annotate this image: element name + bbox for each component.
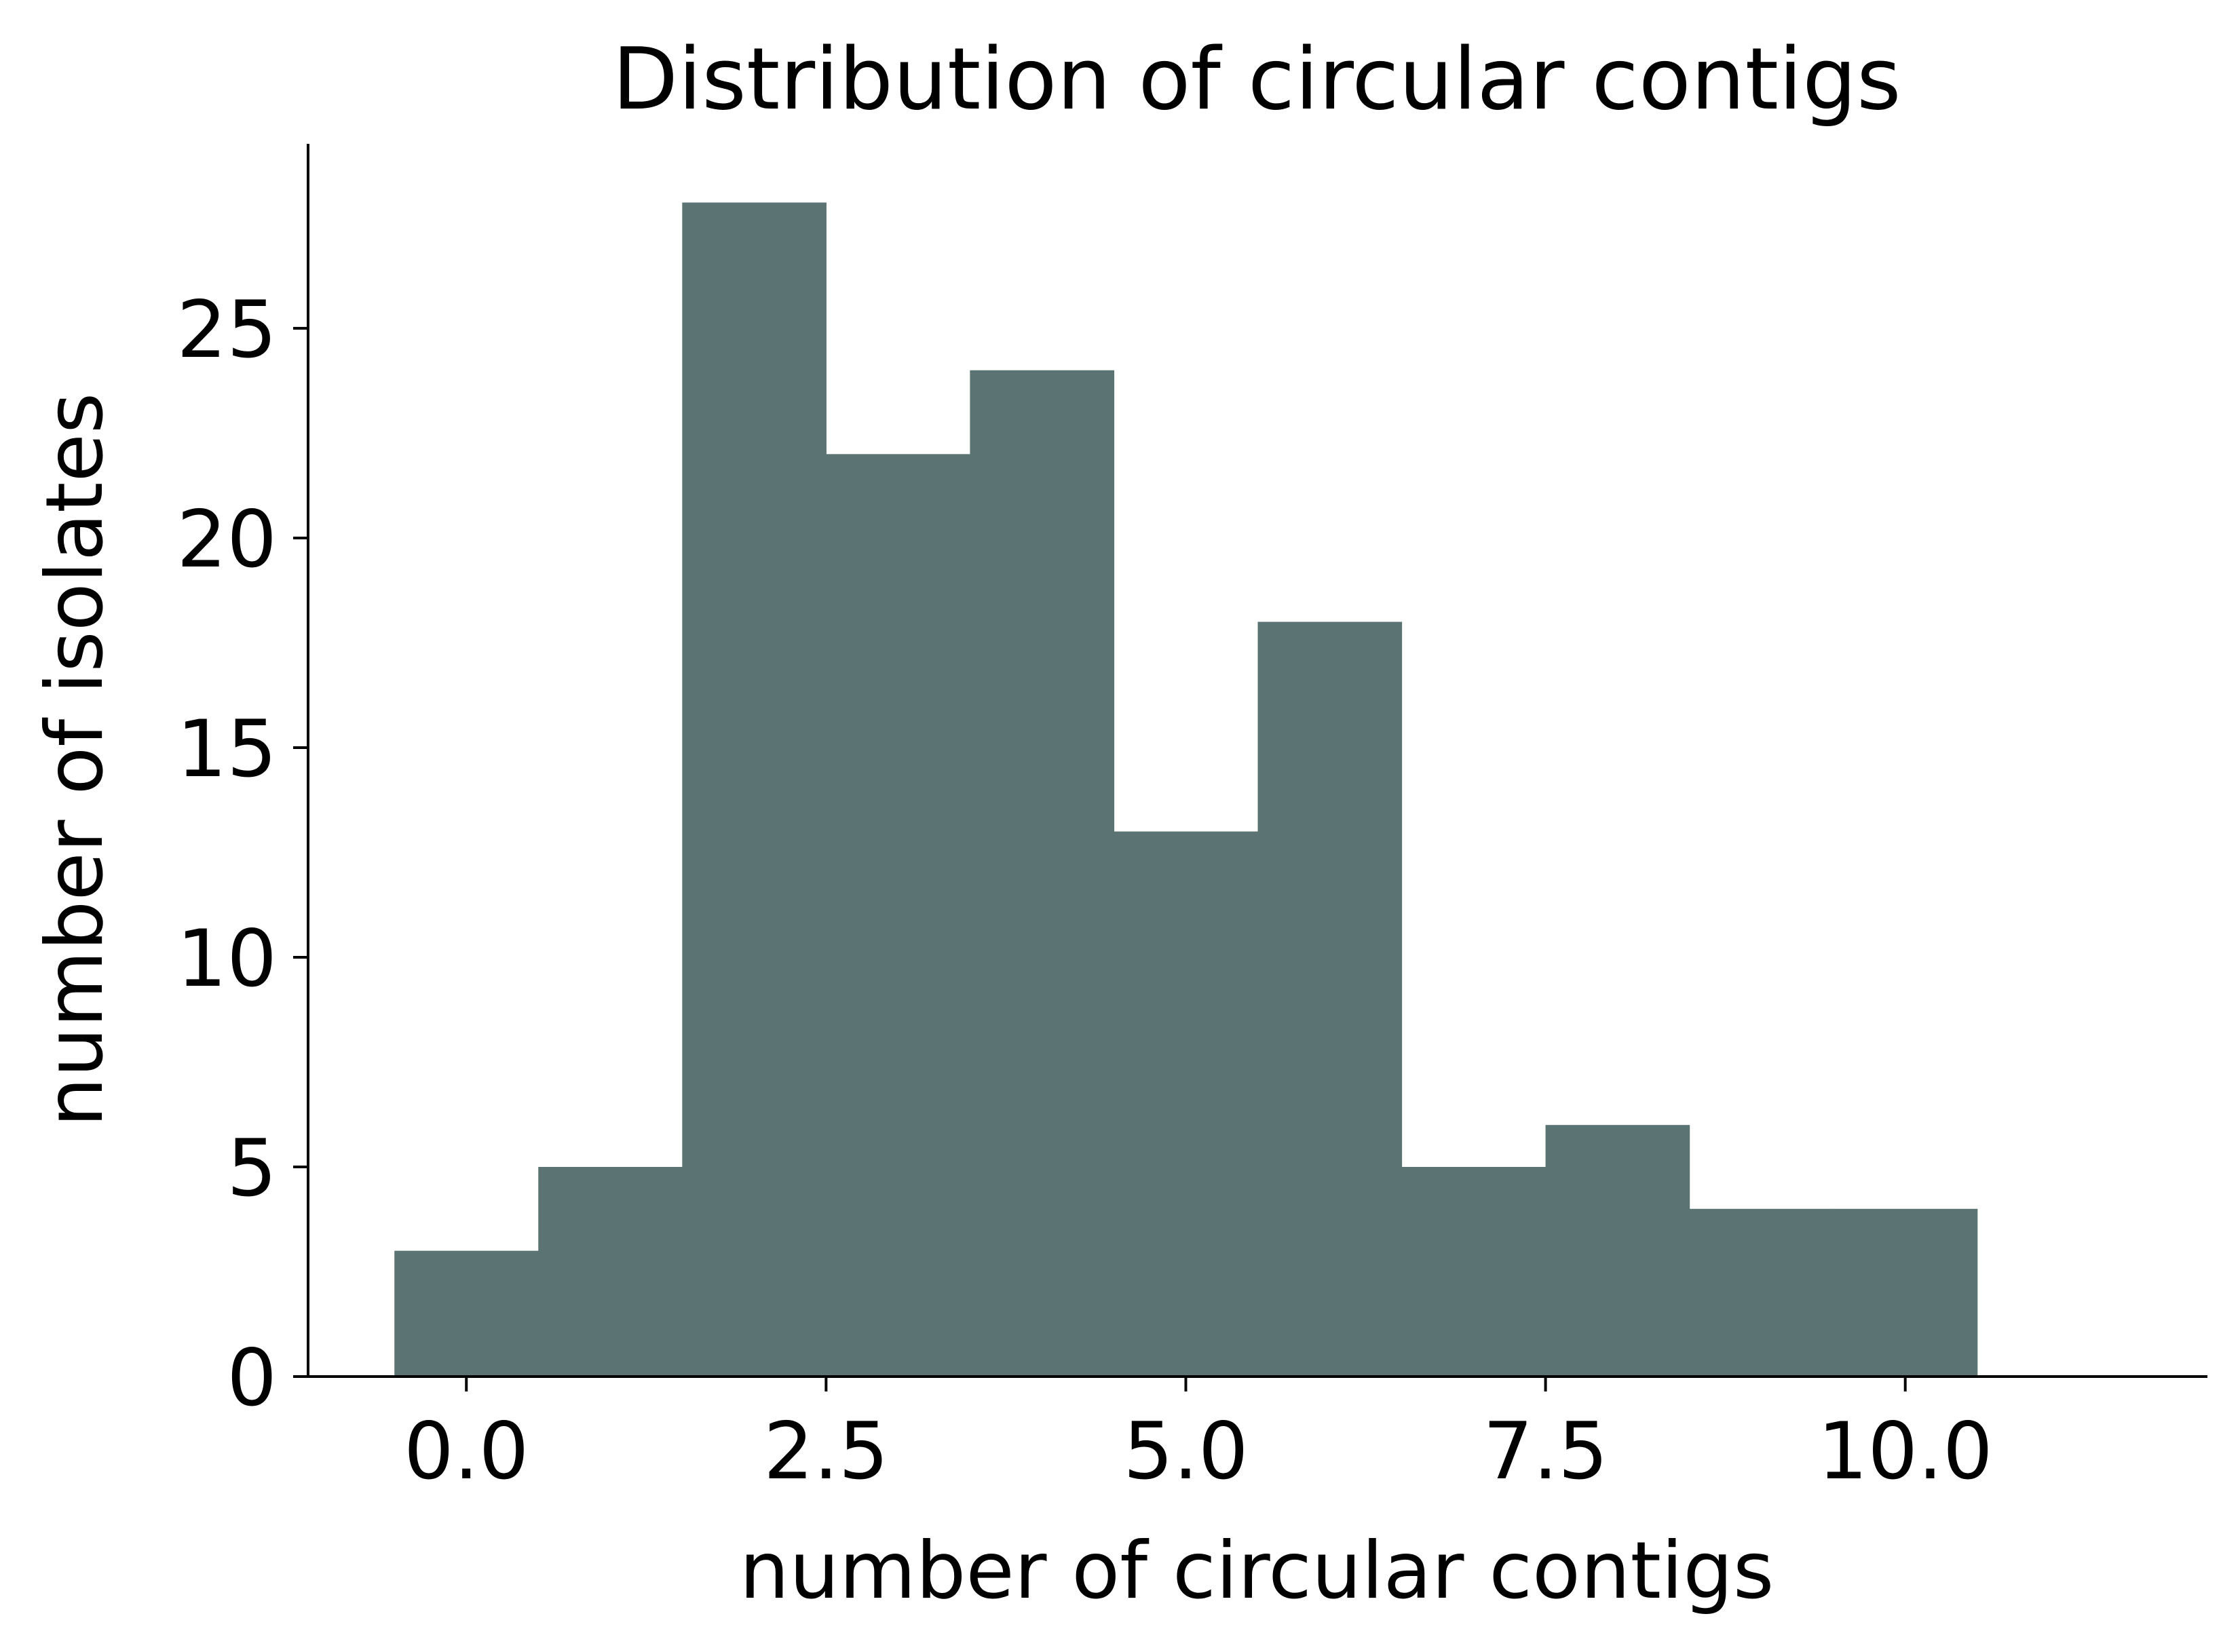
y-ticks-layer: 0 5 10 15 20 25 [176, 284, 308, 1424]
y-tick-label: 25 [176, 284, 277, 376]
histogram-bar [826, 454, 971, 1377]
y-axis-title: number of isolates [29, 393, 121, 1128]
histogram-bar [1257, 621, 1403, 1377]
x-tick-label: 5.0 [1123, 1406, 1248, 1497]
x-tick-label: 7.5 [1483, 1406, 1608, 1497]
histogram-bar [1401, 1166, 1546, 1377]
bars-layer [394, 202, 1978, 1377]
axes-layer [307, 144, 2207, 1378]
histogram-bar [1833, 1208, 1978, 1377]
histogram-bar [1114, 831, 1259, 1377]
y-tick-label: 0 [227, 1332, 277, 1424]
histogram-bar [682, 202, 827, 1377]
x-tick-label: 10.0 [1818, 1406, 1993, 1497]
histogram-bar [538, 1166, 683, 1377]
histogram-bar [1545, 1125, 1690, 1377]
x-ticks-layer: 0.0 2.5 5.0 7.5 10.0 [404, 1377, 1993, 1497]
y-tick-label: 15 [176, 704, 277, 795]
x-tick-label: 2.5 [763, 1406, 888, 1497]
y-tick-label: 20 [176, 494, 277, 585]
y-tick-label: 5 [227, 1123, 277, 1214]
histogram-bar [1689, 1208, 1834, 1377]
y-tick-label: 10 [176, 913, 277, 1005]
x-axis-title: number of circular contigs [740, 1525, 1774, 1617]
histogram-bar [394, 1250, 539, 1377]
x-tick-label: 0.0 [404, 1406, 529, 1497]
histogram-bar [970, 370, 1115, 1377]
chart-title: Distribution of circular contigs [612, 29, 1901, 129]
